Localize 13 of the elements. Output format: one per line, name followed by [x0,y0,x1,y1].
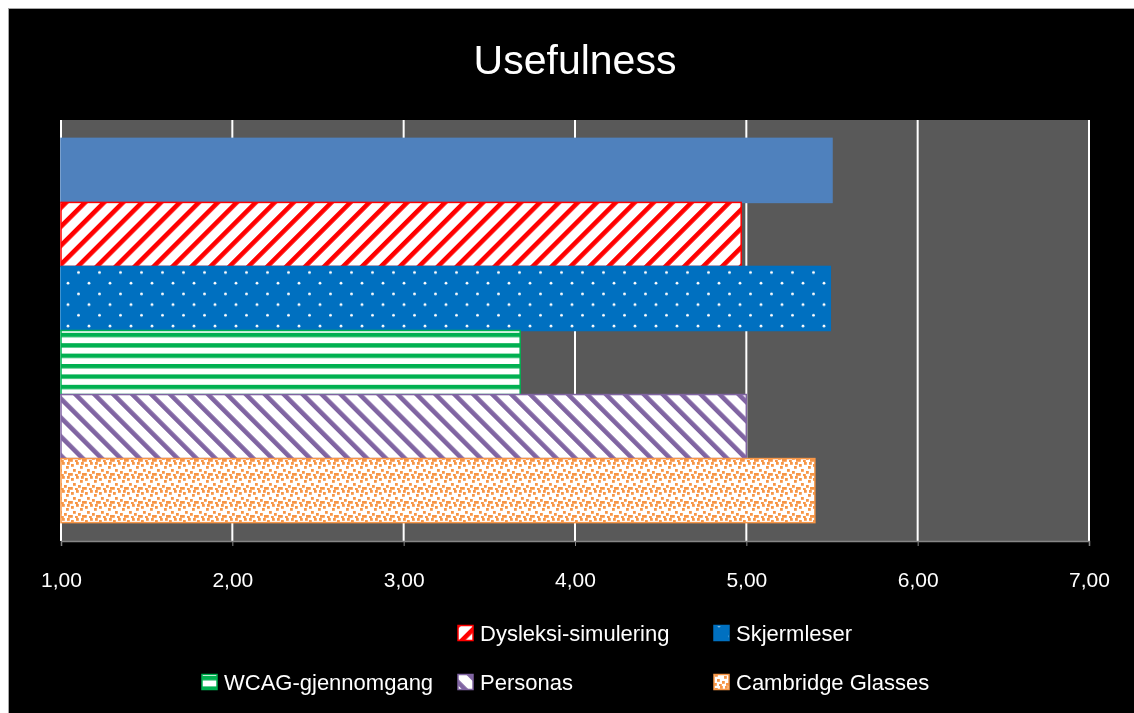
legend-label: WCAG-gjennomgang [224,670,434,695]
legend-label: Skjermleser [736,621,853,646]
x-tick-label: 2,00 [212,567,254,591]
x-tick-label: 5,00 [726,567,768,591]
legend-label: Personas [480,670,573,695]
x-tick-label: 6,00 [897,567,939,591]
x-tick-label: 4,00 [555,567,596,591]
x-tick-label: 1,00 [41,567,82,591]
chart-title: Usefulness [473,37,677,83]
x-tick-label: 7,00 [1069,567,1110,591]
x-tick-label: 3,00 [383,567,425,591]
legend-label: Dysleksi-simulering [480,621,670,646]
legend-label: Cambridge Glasses [736,670,930,695]
